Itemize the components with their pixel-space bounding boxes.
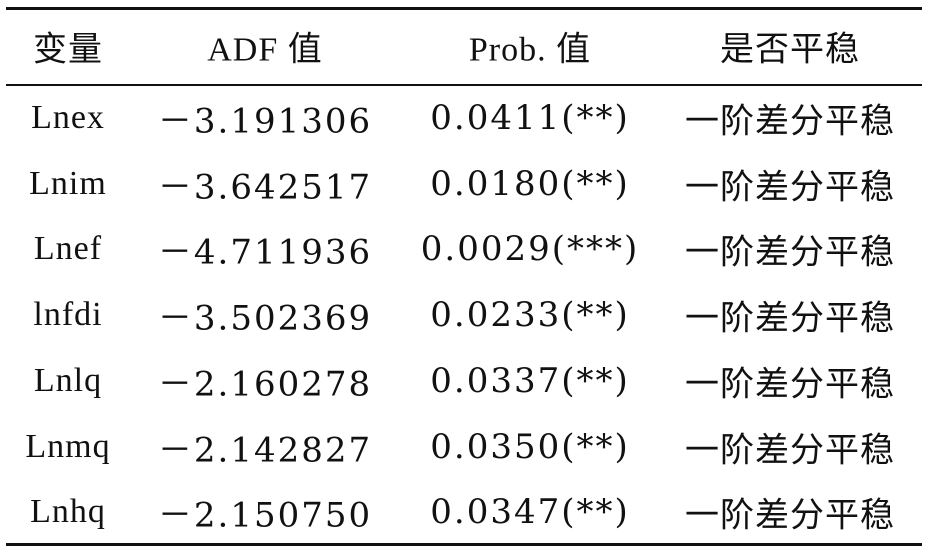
stationarity: 一阶差分平稳 <box>685 234 895 272</box>
variable: Lnim <box>29 164 107 202</box>
adf-value: －2.142827 <box>157 430 373 470</box>
prob-value: 0.0337(**) <box>430 360 630 401</box>
stationarity: 一阶差分平稳 <box>685 366 895 404</box>
prob-value: 0.0350(**) <box>430 426 630 467</box>
stationarity: 一阶差分平稳 <box>685 497 895 535</box>
variable: Lnex <box>31 99 105 136</box>
prob-value: 0.0411(**) <box>430 98 630 138</box>
adf-value: －4.711936 <box>157 232 373 273</box>
adf-value: －3.502369 <box>157 298 373 339</box>
adf-value: －2.150750 <box>157 495 373 536</box>
prob-value: 0.0180(**) <box>430 163 630 204</box>
variable: Lnmq <box>25 427 111 465</box>
variable: Lnlq <box>33 361 103 399</box>
header-cell: 变量 <box>33 31 103 69</box>
adf-value: －2.160278 <box>157 364 373 405</box>
stationarity: 一阶差分平稳 <box>685 300 895 338</box>
prob-value: 0.0347(**) <box>430 492 630 533</box>
stationarity: 一阶差分平稳 <box>685 169 895 207</box>
header-rule <box>6 84 922 86</box>
bottom-rule <box>6 543 922 546</box>
stationarity: 一阶差分平稳 <box>685 432 895 469</box>
header-cell: 是否平稳 <box>720 31 860 69</box>
variable: Lnef <box>33 230 103 268</box>
header-cell: ADF 值 <box>207 31 323 69</box>
header-cell: Prob. 值 <box>468 31 592 69</box>
top-rule <box>6 7 922 10</box>
variable: Lnhq <box>30 493 106 531</box>
adf-value: －3.191306 <box>157 101 373 142</box>
stationarity: 一阶差分平稳 <box>685 103 895 141</box>
variable: lnfdi <box>33 296 103 334</box>
adf-value: －3.642517 <box>157 167 373 208</box>
prob-value: 0.0233(**) <box>430 295 630 336</box>
prob-value: 0.0029(***) <box>420 229 640 270</box>
